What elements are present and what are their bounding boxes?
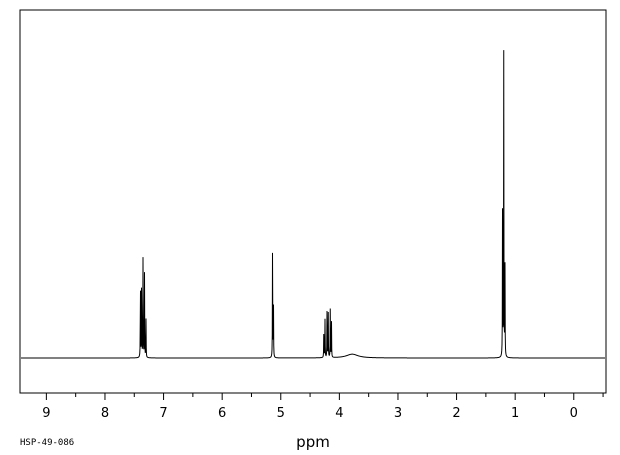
x-tick-label: 8 [101, 406, 109, 421]
x-tick-label: 9 [42, 406, 50, 421]
plot-frame [19, 9, 607, 394]
x-tick-label: 7 [159, 406, 167, 421]
x-tick-label: 4 [335, 406, 343, 421]
x-tick-label: 1 [511, 406, 519, 421]
spectrum-code-label: HSP-49-086 [20, 438, 74, 448]
x-tick-label: 5 [277, 406, 285, 421]
x-tick-label: 2 [452, 406, 460, 421]
x-axis-label: ppm [296, 433, 330, 451]
spectrum-trace [21, 50, 605, 359]
x-tick-label: 0 [570, 406, 578, 421]
x-tick-label: 6 [218, 406, 226, 421]
x-axis-ticks: 9 8 7 6 5 4 3 2 1 0 [42, 393, 604, 421]
x-tick-label: 3 [394, 406, 402, 421]
